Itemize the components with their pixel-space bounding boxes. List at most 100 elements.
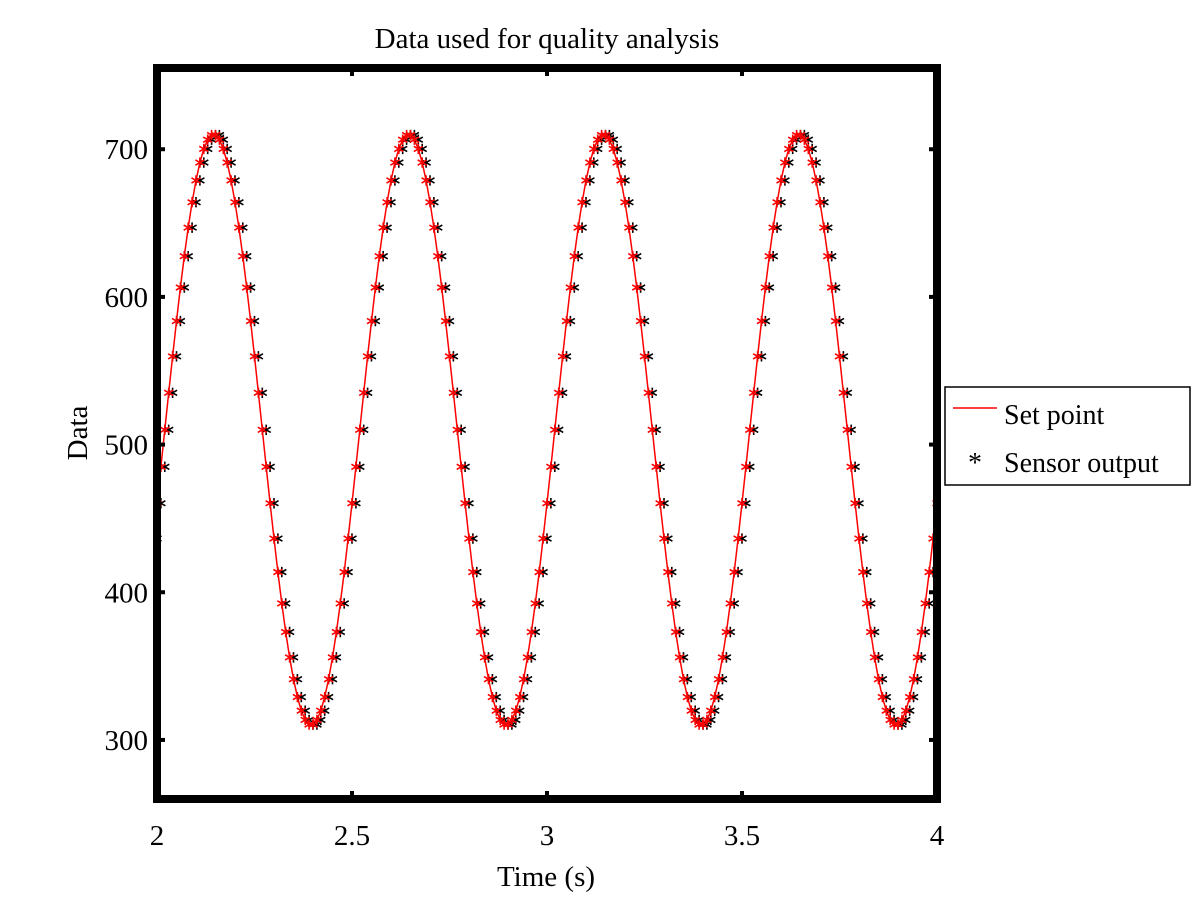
set-point-marker: [620, 197, 630, 208]
sensor-output-point: [265, 461, 276, 473]
sensor-output-point: [432, 222, 443, 233]
sensor-output-point: [659, 498, 669, 509]
set-point-marker: [191, 175, 201, 186]
set-point-marker: [440, 315, 451, 327]
x-tick-label: 2: [150, 820, 165, 852]
set-point-marker: [588, 143, 599, 155]
set-point-marker: [534, 566, 545, 578]
set-point-marker: [581, 175, 591, 186]
set-point-marker: [733, 533, 744, 544]
sensor-output-point: [479, 626, 490, 638]
sensor-output-point: [475, 598, 486, 609]
set-point-marker: [826, 282, 837, 293]
sensor-output-point: [639, 315, 650, 327]
sensor-output-point: [510, 714, 521, 726]
sensor-output-point: [296, 691, 307, 703]
x-tick-label: 3.5: [724, 820, 760, 852]
sensor-output-point: [662, 533, 673, 544]
sensor-output-point: [284, 626, 295, 638]
set-point-marker: [335, 598, 346, 609]
sensor-output-point: [592, 143, 603, 155]
set-point-marker: [386, 175, 396, 186]
sensor-output-point: [912, 673, 923, 685]
set-point-marker: [358, 387, 369, 398]
sensor-output-point: [288, 652, 299, 663]
sensor-output-point: [717, 673, 728, 685]
set-point-marker: [315, 705, 326, 716]
set-point-marker: [171, 315, 182, 327]
set-point-marker: [850, 498, 861, 509]
set-point-marker: [362, 351, 373, 362]
sensor-output-point: [167, 387, 178, 398]
sensor-output-point: [436, 251, 447, 262]
set-point-marker: [865, 626, 876, 638]
sensor-output-point: [920, 626, 931, 638]
set-point-marker: [834, 351, 845, 362]
set-point-marker: [729, 566, 740, 578]
set-point-marker: [202, 134, 213, 145]
sensor-output-point: [721, 652, 732, 663]
set-point-marker: [389, 157, 400, 168]
set-point-marker: [717, 652, 728, 663]
sensor-output-point: [635, 282, 646, 293]
set-point-marker: [639, 351, 650, 362]
set-point-marker: [600, 129, 611, 141]
set-point-marker: [382, 197, 393, 208]
sensor-output-point: [358, 424, 369, 436]
sensor-output-point: [425, 175, 435, 186]
set-point-marker: [916, 626, 927, 638]
set-point-marker: [397, 134, 408, 145]
set-point-marker: [265, 498, 276, 509]
set-point-marker: [296, 705, 307, 716]
set-point-marker: [327, 652, 338, 663]
set-point-marker: [538, 533, 549, 544]
sensor-output-point: [366, 351, 377, 362]
set-point-line: [157, 134, 937, 726]
sensor-output-point: [343, 566, 354, 578]
legend-set-point-label: Set point: [1004, 400, 1105, 431]
set-point-marker: [912, 652, 923, 663]
sensor-output-point: [744, 461, 755, 473]
sensor-output-point: [187, 222, 198, 233]
set-point-marker: [584, 157, 595, 168]
sensor-output-point: [347, 533, 357, 544]
set-point-marker: [896, 714, 907, 726]
set-point-marker: [573, 222, 584, 233]
set-point-marker: [253, 387, 264, 398]
set-point-marker: [432, 251, 443, 262]
sensor-output-point: [183, 251, 194, 262]
sensor-output-point: [413, 134, 424, 145]
sensor-output-point: [233, 197, 244, 208]
sensor-output-point: [846, 424, 857, 436]
set-point-marker: [300, 714, 311, 726]
set-point-marker: [647, 424, 658, 436]
sensor-output-point: [315, 714, 326, 726]
legend-sensor-output-marker: *: [968, 448, 982, 479]
set-point-marker: [526, 626, 537, 638]
set-point-marker: [241, 282, 252, 293]
set-point-marker: [900, 705, 911, 716]
set-point-marker: [499, 719, 510, 730]
set-point-marker: [686, 705, 697, 716]
sensor-output-point: [249, 315, 260, 327]
set-point-marker: [643, 387, 654, 398]
sensor-output-point: [534, 598, 545, 609]
set-point-marker: [577, 197, 588, 208]
legend-box: [944, 386, 1191, 486]
sensor-output-point: [760, 315, 771, 327]
set-point-marker: [233, 222, 244, 233]
set-point-marker: [167, 351, 178, 362]
sensor-output-point: [803, 134, 814, 145]
set-point-marker: [752, 351, 763, 362]
sensor-output-point: [729, 598, 740, 609]
sensor-output-point: [335, 626, 346, 638]
set-point-marker: [304, 719, 315, 730]
sensor-output-point: [783, 157, 794, 168]
set-point-marker: [218, 143, 229, 155]
set-point-marker: [374, 251, 385, 262]
set-point-marker: [350, 461, 361, 473]
sensor-output-point: [460, 461, 471, 473]
sensor-output-point: [838, 351, 849, 362]
set-point-marker: [779, 157, 790, 168]
set-point-marker: [737, 498, 747, 509]
